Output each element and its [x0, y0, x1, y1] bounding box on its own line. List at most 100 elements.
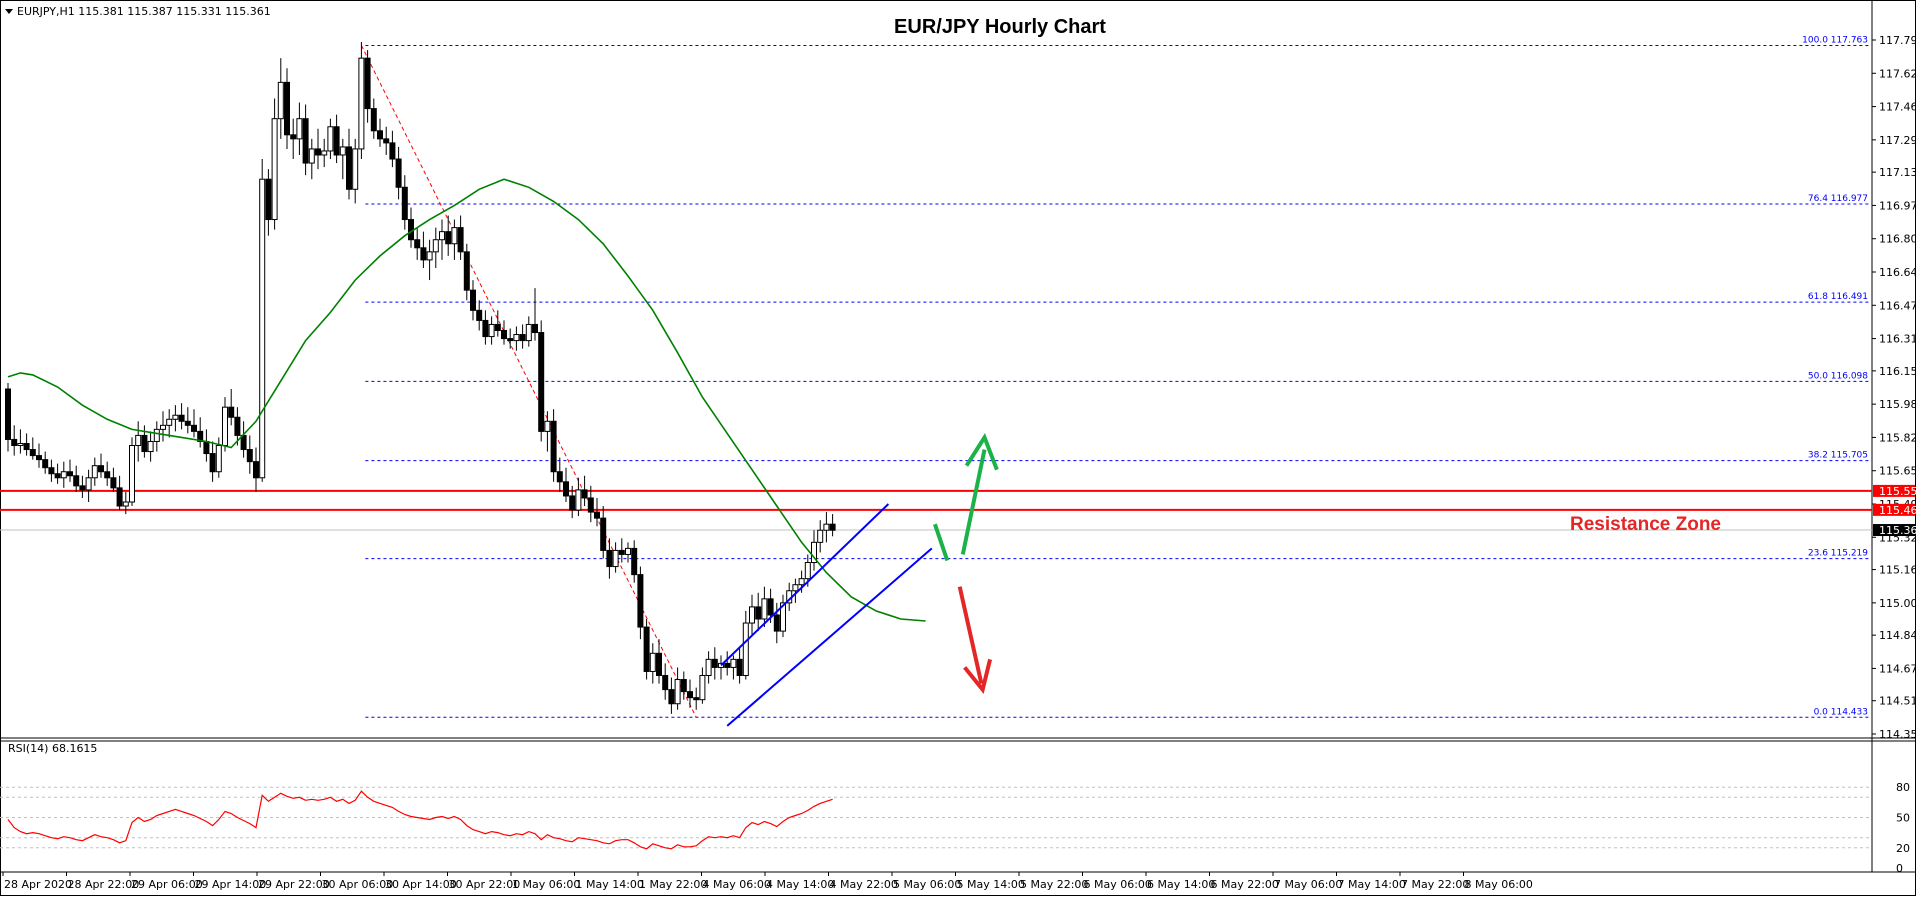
- candle-body: [457, 227, 464, 253]
- price-tick-label: 114.675: [1879, 662, 1916, 675]
- candle-body: [556, 471, 563, 483]
- candle-body: [507, 338, 514, 342]
- candle-body: [122, 501, 129, 507]
- candle-body: [643, 626, 650, 672]
- time-tick-label: 4 May 22:00: [830, 878, 898, 891]
- price-tick-label: 117.135: [1879, 166, 1916, 179]
- candle-body: [829, 523, 836, 531]
- candle-body: [637, 574, 644, 628]
- candle-body: [587, 497, 594, 513]
- price-tag-bg: [1873, 524, 1915, 537]
- time-tick-label: 7 May 14:00: [1338, 878, 1406, 891]
- candle-body: [346, 146, 352, 190]
- chart-title: EUR/JPY Hourly Chart: [894, 16, 1106, 38]
- price-tick-label: 115.655: [1879, 465, 1916, 478]
- time-tick-label: 1 May 14:00: [576, 878, 644, 891]
- candle-body: [67, 471, 73, 477]
- candle-body: [79, 485, 86, 491]
- candle-body: [203, 440, 210, 455]
- green-arrow-shaft: [960, 449, 987, 555]
- candle-body: [798, 578, 805, 586]
- candle-body: [476, 309, 483, 321]
- candle-body: [649, 652, 656, 672]
- price-tick-label: 115.985: [1879, 398, 1916, 411]
- price-tick-label: 116.805: [1879, 233, 1916, 246]
- price-tick-label: 116.475: [1879, 299, 1916, 312]
- candle-body: [705, 658, 712, 676]
- candle-body: [538, 332, 545, 432]
- candle-body: [414, 239, 421, 249]
- time-tick-label: 4 May 06:00: [703, 878, 771, 891]
- candle-body: [327, 126, 334, 152]
- candle-body: [618, 549, 625, 555]
- candle-body: [525, 323, 532, 342]
- candle-body: [104, 471, 111, 479]
- candle-body: [315, 148, 321, 156]
- candle-body: [451, 227, 458, 245]
- candle-body: [215, 445, 222, 473]
- candle-body: [17, 442, 24, 447]
- price-tick-label: 115.000: [1879, 597, 1916, 610]
- candle-body: [612, 549, 619, 568]
- candle-body: [153, 428, 160, 442]
- rsi-tick-label: 50: [1896, 812, 1910, 825]
- candle-body: [401, 186, 408, 221]
- candle-body: [463, 251, 470, 291]
- candle-body: [296, 118, 303, 140]
- time-tick-label: 29 Apr 14:00: [195, 878, 267, 891]
- time-tick-label: 6 May 14:00: [1147, 878, 1215, 891]
- candle-body: [662, 674, 669, 691]
- candle-body: [48, 467, 55, 475]
- candle-body: [569, 495, 576, 511]
- time-tick-label: 6 May 22:00: [1211, 878, 1279, 891]
- candle-body: [197, 430, 204, 442]
- candle-body: [439, 231, 445, 241]
- candle-body: [687, 691, 693, 699]
- candle-body: [575, 489, 582, 511]
- price-tick-label: 116.970: [1879, 199, 1916, 212]
- price-tag-label: 115.555: [1879, 485, 1916, 498]
- fib-level-label: 0.0 114.433: [1814, 707, 1868, 717]
- fib-level-label: 61.8 116.491: [1808, 292, 1868, 302]
- candle-body: [290, 134, 297, 140]
- candle-body: [445, 231, 452, 245]
- price-tag-label: 115.361: [1879, 524, 1916, 537]
- candle-body: [680, 679, 687, 693]
- candle-body: [780, 602, 786, 632]
- candle-body: [656, 652, 662, 676]
- candle-body: [147, 440, 154, 453]
- candle-body: [594, 511, 600, 519]
- fib-level-label: 76.4 116.977: [1808, 194, 1868, 204]
- arrow-down-icon: [963, 658, 993, 695]
- candle-body: [265, 178, 272, 221]
- dropdown-triangle-icon: [5, 9, 13, 14]
- candle-body: [730, 658, 737, 668]
- rsi-tick-label: 80: [1896, 781, 1910, 794]
- candle-body: [563, 481, 569, 497]
- candle-body: [742, 622, 749, 676]
- candle-body: [91, 465, 98, 479]
- candle-body: [532, 323, 538, 334]
- candle-body: [550, 420, 557, 473]
- price-tick-label: 114.350: [1879, 728, 1916, 741]
- candle-body: [36, 455, 42, 461]
- candle-body: [98, 465, 104, 473]
- time-tick-label: 1 May 06:00: [512, 878, 580, 891]
- price-tick-label: 117.625: [1879, 67, 1916, 80]
- candle-body: [699, 674, 706, 701]
- candle-body: [581, 489, 588, 499]
- candle-body: [501, 330, 507, 340]
- candle-body: [54, 473, 61, 479]
- candle-body: [85, 477, 92, 491]
- candle-body: [240, 434, 247, 451]
- candle-body: [420, 247, 427, 261]
- candle-body: [302, 118, 309, 164]
- symbol-info: EURJPY,H1 115.381 115.387 115.331 115.36…: [17, 5, 271, 18]
- candle-body: [482, 319, 489, 338]
- candle-body: [383, 138, 390, 144]
- green-dash-mark: [933, 523, 950, 562]
- time-tick-label: 30 Apr 06:00: [322, 878, 394, 891]
- candle-body: [339, 146, 346, 156]
- candle-body: [141, 434, 148, 453]
- rsi-tick-label: 20: [1896, 842, 1910, 855]
